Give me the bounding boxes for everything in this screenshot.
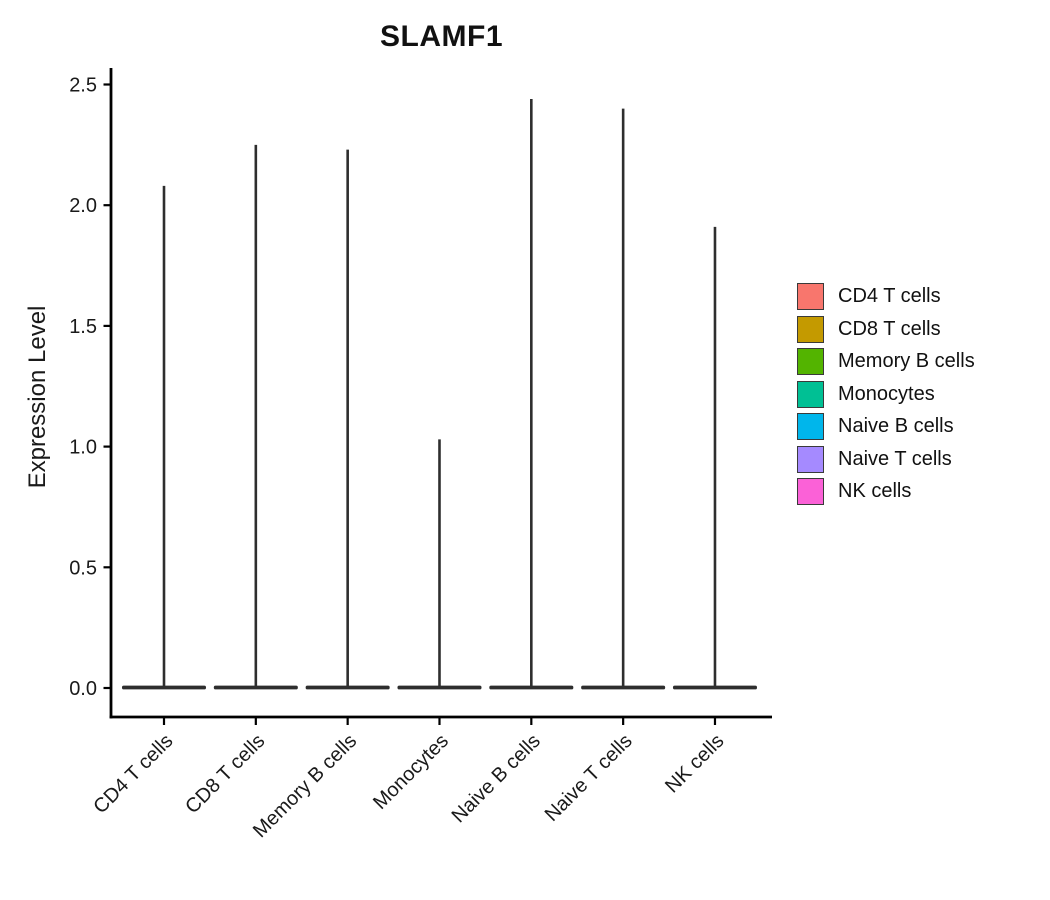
legend-swatch-monocytes	[797, 380, 824, 408]
legend-item-cd8-t-cells: CD8 T cells	[797, 315, 975, 343]
legend-label: CD4 T cells	[838, 285, 941, 307]
legend-swatch-nk-cells	[797, 478, 824, 505]
legend-label: NK cells	[838, 480, 912, 502]
y-tick-label: 1.0	[69, 437, 97, 459]
legend-item-monocytes: Monocytes	[797, 380, 975, 408]
x-category-label-monocytes: Monocytes	[369, 730, 453, 814]
legend-item-naive-t-cells: Naive T cells	[797, 445, 975, 473]
violin-base-memory-b-cells	[305, 685, 390, 690]
legend-label: CD8 T cells	[838, 317, 941, 340]
y-tick-label: 0.0	[69, 678, 97, 700]
legend-item-memory-b-cells: Memory B cells	[797, 348, 975, 375]
violin-base-naive-b-cells	[489, 685, 574, 690]
legend-label: Memory B cells	[838, 350, 975, 372]
legend-item-naive-b-cells: Naive B cells	[797, 413, 975, 440]
legend-label: Naive T cells	[838, 447, 952, 470]
x-category-label-cd4-t-cells: CD4 T cells	[89, 730, 177, 818]
legend-swatch-cd8-t-cells	[797, 315, 824, 343]
violin-base-monocytes	[397, 685, 482, 690]
x-category-label-cd8-t-cells: CD8 T cells	[181, 730, 269, 818]
legend: CD4 T cells CD8 T cells Memory B cells Mono…	[797, 283, 975, 511]
y-tick-label: 2.5	[69, 75, 97, 97]
y-tick-label: 1.5	[69, 316, 97, 338]
legend-swatch-naive-t-cells	[797, 445, 824, 473]
violin-base-naive-t-cells	[581, 685, 666, 690]
violin-base-cd4-t-cells	[122, 685, 206, 690]
legend-swatch-cd4-t-cells	[797, 283, 824, 310]
chart-title: SLAMF1	[380, 20, 503, 53]
legend-label: Naive B cells	[838, 415, 954, 437]
violin-base-nk-cells	[672, 685, 757, 690]
y-tick-label: 2.0	[69, 195, 97, 217]
legend-label: Monocytes	[838, 382, 935, 405]
legend-item-nk-cells: NK cells	[797, 478, 975, 505]
x-category-label-naive-b-cells: Naive B cells	[448, 730, 545, 827]
legend-swatch-memory-b-cells	[797, 348, 824, 375]
x-category-label-naive-t-cells: Naive T cells	[541, 730, 637, 826]
x-category-label-nk-cells: NK cells	[661, 730, 728, 797]
legend-item-cd4-t-cells: CD4 T cells	[797, 283, 975, 310]
violin-base-cd8-t-cells	[213, 685, 298, 690]
y-tick-label: 0.5	[69, 557, 97, 579]
legend-swatch-naive-b-cells	[797, 413, 824, 440]
